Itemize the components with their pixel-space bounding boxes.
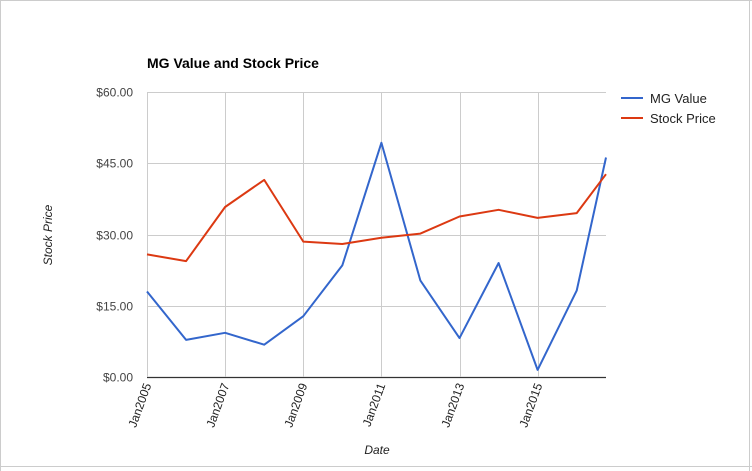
y-tick-label: $60.00 <box>96 86 133 100</box>
series-line-0 <box>146 141 607 371</box>
legend-label: MG Value <box>650 91 707 106</box>
y-axis-title: Stock Price <box>41 204 55 265</box>
x-tick-label: Jan2015 <box>516 381 545 429</box>
chart-title: MG Value and Stock Price <box>147 55 319 71</box>
legend-label: Stock Price <box>650 111 716 126</box>
x-axis-title: Date <box>364 443 390 457</box>
y-tick-label: $15.00 <box>96 300 133 314</box>
x-tick-label: Jan2009 <box>281 381 310 429</box>
y-tick-label: $30.00 <box>96 229 133 243</box>
series-lines <box>146 141 607 371</box>
x-axis-ticks: Jan2005 Jan2007 Jan2009 Jan2011 Jan2013 Jan20… <box>125 381 545 429</box>
x-tick-label: Jan2011 <box>360 381 389 429</box>
legend: MG Value Stock Price <box>621 91 716 126</box>
x-tick-label: Jan2007 <box>203 381 232 429</box>
grid-lines <box>147 92 606 379</box>
series-line-1 <box>146 173 607 263</box>
x-tick-label: Jan2005 <box>125 381 154 429</box>
y-tick-label: $0.00 <box>103 371 133 385</box>
y-tick-label: $45.00 <box>96 157 133 171</box>
x-tick-label: Jan2013 <box>438 381 467 429</box>
y-axis-ticks: $0.00 $15.00 $30.00 $45.00 $60.00 <box>96 86 133 385</box>
